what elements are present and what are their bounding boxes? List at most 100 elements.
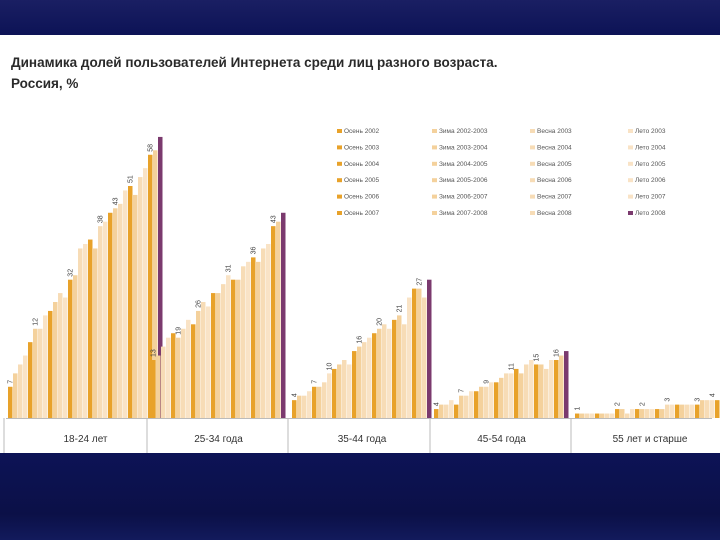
- bar: [216, 293, 221, 418]
- legend-entry: Весна 2006: [537, 177, 572, 184]
- bar: [153, 150, 158, 419]
- legend-swatch: [530, 129, 535, 133]
- legend-entry: Осень 2004: [344, 161, 380, 168]
- bar: [529, 360, 534, 418]
- legend-swatch: [337, 161, 342, 166]
- bar: [630, 409, 635, 418]
- bar: [83, 244, 88, 418]
- legend-entry: Лето 2008: [635, 210, 666, 217]
- bar-data-label: 3: [695, 398, 702, 402]
- bar: [680, 404, 685, 418]
- bar: [615, 409, 620, 418]
- bar: [133, 194, 138, 418]
- slide-canvas: Динамика долей пользователей Интернета с…: [0, 35, 720, 453]
- legend-entry: Зима 2002-2003: [439, 128, 488, 135]
- bar: [317, 386, 322, 418]
- bar: [564, 351, 569, 418]
- bar: [655, 409, 660, 418]
- legend-entry: Осень 2003: [344, 144, 380, 151]
- bar: [459, 395, 464, 418]
- bar: [292, 400, 297, 418]
- bar: [342, 360, 347, 418]
- legend-swatch: [628, 211, 633, 215]
- bar: [327, 373, 332, 418]
- bar: [554, 360, 559, 418]
- bar: [534, 364, 539, 418]
- bar: [43, 315, 48, 418]
- bar: [211, 293, 216, 418]
- chart-title-block: Динамика долей пользователей Интернета с…: [11, 52, 611, 94]
- bar: [68, 279, 73, 418]
- bar-data-label: 9: [484, 380, 491, 384]
- bar-data-label: 4: [710, 393, 717, 397]
- bar: [690, 404, 695, 418]
- bar: [201, 302, 206, 418]
- legend-swatch: [432, 178, 437, 183]
- bar: [161, 346, 166, 418]
- legend-swatch: [337, 145, 342, 150]
- bar: [246, 261, 251, 418]
- bar: [504, 373, 509, 418]
- bar: [650, 409, 655, 418]
- legend-swatch: [337, 211, 342, 215]
- bar: [434, 409, 439, 418]
- bar: [158, 136, 163, 418]
- bar: [407, 297, 412, 418]
- bar-data-label: 31: [226, 264, 233, 272]
- bar-data-label: 13: [151, 349, 158, 357]
- chart-subtitle: Россия, %: [11, 76, 79, 91]
- legend-entry: Лето 2004: [635, 144, 666, 151]
- bar: [715, 400, 720, 418]
- bar-data-label: 51: [128, 175, 135, 183]
- bar: [665, 404, 670, 418]
- legend-entry: Весна 2005: [537, 161, 572, 168]
- bar: [670, 404, 675, 418]
- legend-entry: Лето 2005: [635, 161, 666, 168]
- legend-entry: Весна 2004: [537, 144, 572, 151]
- bar-data-label: 3: [665, 398, 672, 402]
- legend-entry: Зима 2006-2007: [439, 194, 488, 201]
- legend-swatch: [530, 161, 535, 166]
- bar-data-label: 12: [33, 318, 40, 326]
- bar: [332, 368, 337, 418]
- bar: [469, 391, 474, 418]
- bar: [13, 373, 18, 418]
- bar-data-label: 11: [509, 363, 516, 370]
- bar-data-label: 38: [98, 215, 105, 223]
- bar: [276, 221, 281, 418]
- legend-entry: Лето 2006: [635, 177, 666, 184]
- bar: [23, 355, 28, 418]
- bar: [575, 413, 580, 418]
- bar: [449, 400, 454, 418]
- legend-entry: Осень 2005: [344, 177, 380, 184]
- bar: [474, 391, 479, 418]
- legend-entry: Весна 2008: [537, 210, 572, 217]
- bar: [514, 368, 519, 418]
- bar: [256, 261, 261, 418]
- bar: [484, 386, 489, 418]
- group-label: 18-24 лет: [64, 434, 108, 445]
- bar: [337, 364, 342, 418]
- bar: [362, 342, 367, 418]
- bar: [357, 346, 362, 418]
- bar-data-label: 10: [327, 362, 334, 370]
- bar: [191, 324, 196, 418]
- legend-entry: Осень 2002: [344, 128, 380, 135]
- bar: [231, 279, 236, 418]
- bar-data-label: 2: [640, 402, 647, 406]
- bar: [63, 297, 68, 418]
- legend-swatch: [337, 178, 342, 183]
- bar: [464, 395, 469, 418]
- legend-swatch: [432, 145, 437, 150]
- bar: [610, 413, 615, 418]
- bar: [176, 337, 181, 418]
- bar-data-label: 7: [8, 380, 15, 384]
- bar: [392, 319, 397, 418]
- bar: [427, 279, 432, 418]
- legend-entry: Весна 2003: [537, 128, 572, 135]
- legend-entry: Осень 2007: [344, 210, 380, 217]
- bar: [509, 373, 514, 418]
- bar: [585, 413, 590, 418]
- bar: [524, 364, 529, 418]
- bar: [28, 342, 33, 418]
